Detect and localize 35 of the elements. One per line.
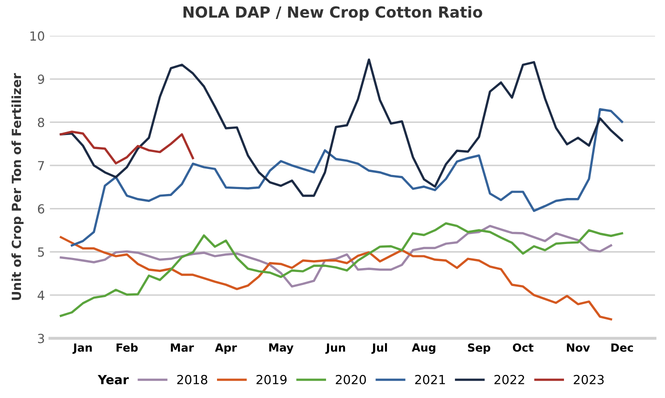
chart-title: NOLA DAP / New Crop Cotton Ratio: [184, 6, 482, 21]
x-tick-label: Aug: [412, 343, 436, 354]
x-tick-label: Dec: [611, 344, 633, 352]
legend-label: 2018: [177, 374, 208, 384]
y-tick-label: 10: [30, 31, 44, 41]
legend-label: 2023: [574, 374, 604, 384]
y-tick-label: 8: [38, 118, 44, 128]
x-tick-label: May: [269, 343, 294, 354]
line-series: [60, 58, 624, 197]
line-series: [60, 130, 194, 164]
line-series: [60, 224, 612, 288]
legend-title: Year: [98, 375, 129, 384]
legend-label: 2020: [336, 374, 366, 384]
x-tick-label: Jan: [72, 344, 92, 354]
y-tick-label: 6: [38, 204, 44, 214]
x-tick-label: Sep: [468, 343, 490, 354]
y-axis-title: Unit of Crop Per Ton of Fertilizer: [11, 73, 24, 300]
x-tick-label: Nov: [566, 344, 590, 352]
x-tick-label: Mar: [170, 344, 194, 352]
x-tick-label: Jun: [325, 344, 346, 354]
x-tick-label: Oct: [512, 343, 534, 352]
legend-label: 2021: [415, 374, 445, 384]
y-tick-label: 7: [38, 161, 44, 170]
y-tick-label: 9: [38, 74, 44, 84]
x-tick-label: Jul: [371, 343, 387, 354]
legend-label: 2022: [494, 374, 524, 384]
line-series: [60, 222, 624, 317]
legend-label: 2019: [256, 374, 287, 384]
y-tick-label: 3: [38, 334, 44, 344]
line-series: [60, 236, 612, 320]
x-tick-label: Apr: [214, 344, 237, 354]
y-tick-label: 4: [38, 290, 44, 300]
y-tick-label: 5: [38, 248, 44, 257]
x-tick-label: Feb: [116, 343, 138, 352]
line-series: [70, 108, 624, 247]
